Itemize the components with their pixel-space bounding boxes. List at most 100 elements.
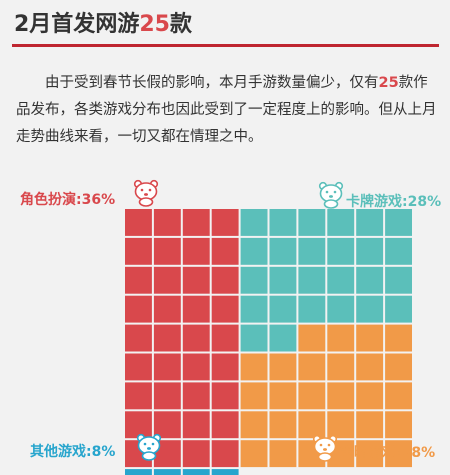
waffle-cell-rpg bbox=[182, 353, 210, 381]
waffle-cell-strategy bbox=[327, 411, 355, 439]
waffle-cell-card bbox=[269, 324, 297, 352]
waffle-cell-other bbox=[182, 469, 210, 475]
waffle-cell-rpg bbox=[125, 353, 152, 381]
waffle-cell-strategy bbox=[385, 324, 412, 352]
waffle-cell-rpg bbox=[211, 353, 239, 381]
title-part: 款 bbox=[169, 12, 192, 37]
waffle-cell-rpg bbox=[211, 266, 239, 294]
waffle-cell-card bbox=[327, 237, 355, 265]
waffle-cell-rpg bbox=[182, 382, 210, 410]
waffle-cell-rpg bbox=[182, 209, 210, 236]
waffle-cell-card bbox=[240, 209, 268, 236]
page-title: 2月首发网游25款 bbox=[14, 11, 192, 39]
waffle-cell-other bbox=[125, 469, 152, 475]
waffle-cell-strategy bbox=[240, 382, 268, 410]
waffle-cell-rpg bbox=[125, 295, 152, 323]
waffle-cell-card bbox=[327, 209, 355, 236]
waffle-cell-card bbox=[269, 295, 297, 323]
waffle-cell-rpg bbox=[211, 411, 239, 439]
waffle-cell-rpg bbox=[125, 266, 152, 294]
waffle-cell-card bbox=[385, 295, 412, 323]
waffle-cell-strategy bbox=[385, 440, 412, 468]
waffle-cell-card bbox=[356, 295, 384, 323]
waffle-cell-card bbox=[240, 324, 268, 352]
waffle-cell-rpg bbox=[182, 237, 210, 265]
waffle-cell-other bbox=[153, 469, 181, 475]
waffle-cell-strategy bbox=[298, 382, 326, 410]
waffle-cell-card bbox=[327, 266, 355, 294]
waffle-cell-rpg bbox=[153, 411, 181, 439]
waffle-cell-rpg bbox=[153, 295, 181, 323]
waffle-cell-card bbox=[327, 295, 355, 323]
waffle-cell-card bbox=[356, 237, 384, 265]
waffle-cell-strategy bbox=[356, 382, 384, 410]
waffle-cell-strategy bbox=[327, 382, 355, 410]
waffle-cell-strategy bbox=[385, 353, 412, 381]
waffle-cell-strategy bbox=[298, 353, 326, 381]
waffle-cell-card bbox=[269, 237, 297, 265]
waffle-cell-rpg bbox=[125, 237, 152, 265]
waffle-cell-strategy bbox=[356, 411, 384, 439]
waffle-cell-card bbox=[240, 266, 268, 294]
waffle-cell-rpg bbox=[182, 266, 210, 294]
waffle-cell-rpg bbox=[153, 209, 181, 236]
bear-icon bbox=[133, 179, 159, 207]
waffle-cell-card bbox=[356, 209, 384, 236]
waffle-cell-strategy bbox=[269, 440, 297, 468]
waffle-cell-rpg bbox=[153, 266, 181, 294]
intro-count: 25 bbox=[378, 75, 399, 91]
waffle-cell-card bbox=[298, 295, 326, 323]
waffle-cell-strategy bbox=[269, 353, 297, 381]
waffle-cell-rpg bbox=[211, 209, 239, 236]
waffle-cell-card bbox=[298, 209, 326, 236]
waffle-cell-rpg bbox=[182, 324, 210, 352]
waffle-cell-strategy bbox=[356, 440, 384, 468]
waffle-cell-card bbox=[298, 266, 326, 294]
title-part: 2月首发 bbox=[14, 12, 96, 37]
waffle-cell-other bbox=[211, 469, 239, 475]
waffle-cell-rpg bbox=[182, 411, 210, 439]
waffle-cell-strategy bbox=[269, 382, 297, 410]
waffle-cell-rpg bbox=[153, 324, 181, 352]
waffle-cell-rpg bbox=[153, 353, 181, 381]
waffle-cell-card bbox=[385, 209, 412, 236]
waffle-cell-card bbox=[269, 266, 297, 294]
waffle-cell-rpg bbox=[125, 382, 152, 410]
waffle-cell-rpg bbox=[125, 209, 152, 236]
waffle-cell-strategy bbox=[240, 440, 268, 468]
waffle-cell-rpg bbox=[125, 324, 152, 352]
waffle-cell-strategy bbox=[356, 353, 384, 381]
bear-icon bbox=[312, 434, 338, 462]
waffle-cell-rpg bbox=[211, 324, 239, 352]
intro-text: 款作品发布，各类游戏分布也因此受到了一定程度上的影响。但从上月走势曲线来看，一切… bbox=[16, 75, 437, 145]
waffle-cell-rpg bbox=[153, 237, 181, 265]
waffle-cell-strategy bbox=[385, 382, 412, 410]
legend-label-card: 卡牌游戏:28% bbox=[346, 194, 442, 210]
waffle-cell-strategy bbox=[240, 353, 268, 381]
waffle-cell-strategy bbox=[298, 324, 326, 352]
waffle-cell-strategy bbox=[356, 324, 384, 352]
waffle-cell-card bbox=[240, 295, 268, 323]
waffle-cell-card bbox=[240, 237, 268, 265]
waffle-cell-rpg bbox=[211, 382, 239, 410]
bear-icon bbox=[318, 181, 344, 209]
intro-text: 由于受到春节长假的影响，本月手游数量偏少，仅有 bbox=[45, 75, 379, 91]
waffle-cell-card bbox=[298, 237, 326, 265]
waffle-cell-strategy bbox=[298, 411, 326, 439]
waffle-cell-rpg bbox=[153, 382, 181, 410]
title-part: 网游 bbox=[95, 12, 140, 37]
title-divider bbox=[12, 44, 439, 47]
bear-icon bbox=[136, 433, 162, 461]
waffle-cell-rpg bbox=[211, 440, 239, 468]
waffle-cell-strategy bbox=[385, 411, 412, 439]
waffle-cell-rpg bbox=[211, 295, 239, 323]
waffle-cell-rpg bbox=[125, 411, 152, 439]
waffle-cell-rpg bbox=[182, 295, 210, 323]
waffle-cell-rpg bbox=[211, 237, 239, 265]
waffle-cell-strategy bbox=[327, 353, 355, 381]
waffle-cell-card bbox=[269, 209, 297, 236]
intro-paragraph: 由于受到春节长假的影响，本月手游数量偏少，仅有25款作品发布，各类游戏分布也因此… bbox=[16, 70, 438, 151]
waffle-cell-card bbox=[385, 237, 412, 265]
legend-label-rpg: 角色扮演:36% bbox=[20, 192, 116, 208]
